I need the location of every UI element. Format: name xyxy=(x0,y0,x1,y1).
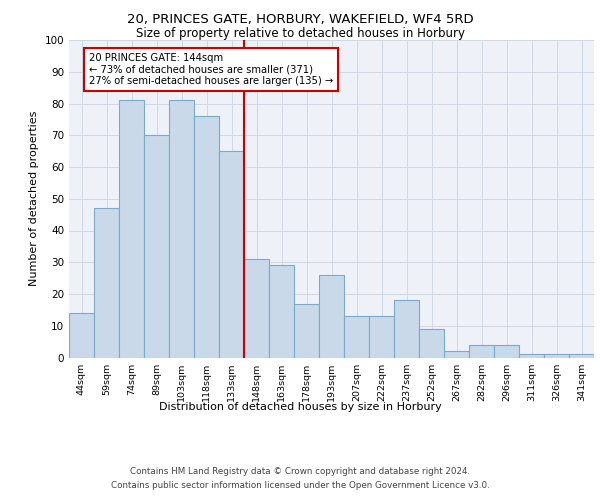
Bar xyxy=(444,351,469,358)
Bar xyxy=(244,259,269,358)
Text: Contains public sector information licensed under the Open Government Licence v3: Contains public sector information licen… xyxy=(110,481,490,490)
Text: 20, PRINCES GATE, HORBURY, WAKEFIELD, WF4 5RD: 20, PRINCES GATE, HORBURY, WAKEFIELD, WF… xyxy=(127,12,473,26)
Text: 20 PRINCES GATE: 144sqm
← 73% of detached houses are smaller (371)
27% of semi-d: 20 PRINCES GATE: 144sqm ← 73% of detache… xyxy=(89,52,333,86)
Text: Size of property relative to detached houses in Horbury: Size of property relative to detached ho… xyxy=(136,28,464,40)
Bar xyxy=(544,354,569,358)
Bar xyxy=(94,208,119,358)
Bar xyxy=(144,136,169,358)
Bar xyxy=(394,300,419,358)
Bar xyxy=(469,345,494,358)
Bar xyxy=(319,275,344,357)
Bar xyxy=(519,354,544,358)
Bar xyxy=(194,116,219,358)
Bar xyxy=(119,100,144,358)
Bar xyxy=(69,313,94,358)
Bar xyxy=(169,100,194,358)
Bar xyxy=(419,329,444,358)
Bar xyxy=(569,354,594,358)
Bar xyxy=(344,316,369,358)
Bar xyxy=(219,151,244,358)
Bar xyxy=(269,266,294,358)
Text: Distribution of detached houses by size in Horbury: Distribution of detached houses by size … xyxy=(158,402,442,412)
Bar xyxy=(294,304,319,358)
Text: Contains HM Land Registry data © Crown copyright and database right 2024.: Contains HM Land Registry data © Crown c… xyxy=(130,468,470,476)
Y-axis label: Number of detached properties: Number of detached properties xyxy=(29,111,39,286)
Bar xyxy=(494,345,519,358)
Bar xyxy=(369,316,394,358)
